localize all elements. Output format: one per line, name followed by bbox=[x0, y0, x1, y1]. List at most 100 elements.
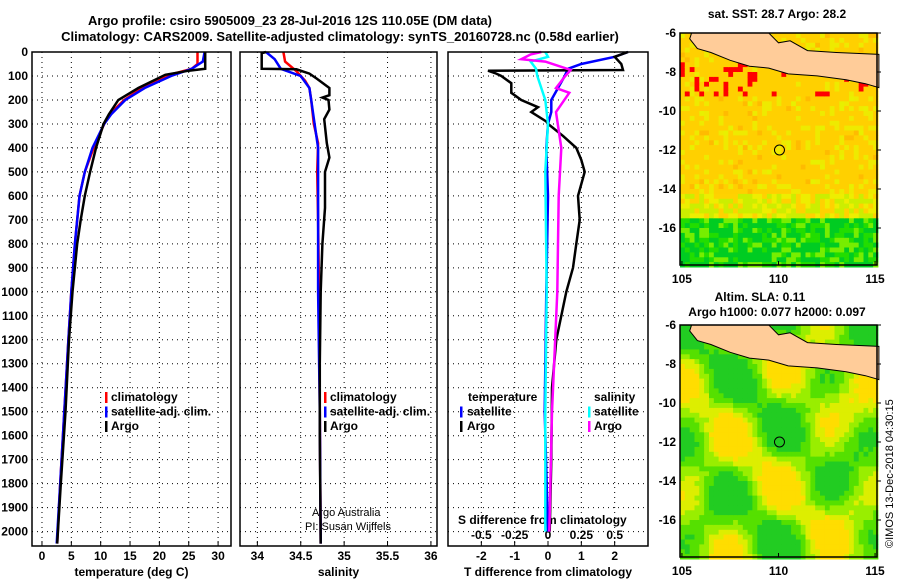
map-cell bbox=[805, 534, 811, 540]
map-cell bbox=[873, 544, 879, 550]
map-cell bbox=[824, 81, 831, 88]
map-cell bbox=[800, 437, 806, 443]
map-cell bbox=[795, 223, 802, 229]
map-cell bbox=[718, 101, 724, 107]
map-cell bbox=[762, 417, 768, 423]
map-cell bbox=[680, 96, 686, 102]
map-cell bbox=[762, 451, 768, 458]
map-cell bbox=[709, 57, 715, 63]
map-cell bbox=[709, 101, 715, 107]
map-cell bbox=[684, 398, 691, 404]
map-cell bbox=[728, 442, 734, 448]
map-cell bbox=[762, 393, 768, 399]
map-cell bbox=[713, 471, 720, 477]
map-cell bbox=[762, 485, 768, 492]
series-line-satellite-adj-clim- bbox=[265, 51, 322, 544]
map-cell bbox=[839, 432, 845, 438]
x-tick-label: 0 bbox=[39, 549, 46, 563]
map-cell bbox=[680, 33, 686, 39]
map-cell bbox=[849, 520, 855, 526]
map-cell bbox=[728, 510, 734, 516]
map-cell bbox=[694, 101, 700, 107]
map-cell bbox=[791, 515, 797, 521]
map-cell bbox=[873, 106, 879, 112]
map-cell bbox=[684, 388, 691, 394]
map-cell bbox=[868, 257, 874, 263]
map-cell bbox=[771, 427, 777, 433]
map-cell bbox=[728, 500, 734, 506]
map-cell bbox=[839, 534, 845, 540]
map-cell bbox=[834, 481, 840, 487]
map-cell bbox=[771, 154, 777, 161]
map-cell bbox=[704, 76, 710, 83]
map-cell bbox=[728, 388, 734, 394]
map-cell bbox=[839, 485, 845, 492]
map-cell bbox=[829, 485, 835, 492]
map-cell bbox=[737, 164, 744, 170]
map-cell bbox=[844, 189, 850, 195]
map-cell bbox=[709, 412, 715, 419]
map-cell bbox=[786, 510, 792, 516]
map-cell bbox=[776, 524, 782, 531]
map-cell bbox=[694, 520, 700, 526]
map-cell bbox=[718, 383, 724, 389]
map-cell bbox=[868, 437, 874, 443]
map-cell bbox=[791, 33, 797, 39]
map-cell bbox=[800, 130, 806, 136]
map-cell bbox=[820, 500, 826, 506]
map-cell bbox=[771, 461, 777, 467]
map-cell bbox=[684, 135, 691, 141]
map-cell bbox=[699, 67, 705, 73]
map-cell bbox=[747, 81, 753, 88]
map-cell bbox=[858, 393, 864, 399]
map-cell bbox=[795, 96, 802, 102]
map-cell bbox=[786, 529, 792, 536]
map-cell bbox=[858, 398, 864, 404]
map-cell bbox=[762, 81, 768, 88]
map-cell bbox=[820, 471, 826, 477]
map-cell bbox=[762, 106, 768, 112]
map-cell bbox=[680, 150, 686, 156]
map-cell bbox=[713, 218, 720, 224]
legend-label: Argo bbox=[467, 419, 495, 433]
map-cell bbox=[776, 393, 782, 399]
map-cell bbox=[752, 125, 758, 131]
map-cell bbox=[834, 500, 840, 506]
map-cell bbox=[689, 257, 695, 263]
map-cell bbox=[766, 208, 773, 214]
map-cell bbox=[684, 198, 691, 205]
map-cell bbox=[815, 257, 821, 263]
map-cell bbox=[709, 72, 715, 78]
map-cell bbox=[742, 461, 749, 467]
map-cell bbox=[791, 432, 797, 438]
map-cell bbox=[795, 193, 802, 200]
map-cell bbox=[699, 169, 705, 175]
map-cell bbox=[824, 42, 831, 49]
map-cell bbox=[733, 125, 739, 131]
map-cell bbox=[834, 208, 840, 214]
map-cell bbox=[776, 378, 782, 384]
map-cell bbox=[680, 383, 686, 389]
map-cell bbox=[810, 437, 816, 443]
map-cell bbox=[728, 446, 734, 453]
map-cell bbox=[781, 481, 787, 487]
map-cell bbox=[733, 150, 739, 156]
map-cell bbox=[766, 198, 773, 205]
y-tick-label: 1300 bbox=[1, 357, 28, 371]
map-cell bbox=[762, 524, 768, 531]
map-cell bbox=[834, 471, 840, 477]
map-cell bbox=[868, 135, 874, 141]
x2-tick-label: -0.25 bbox=[501, 528, 529, 542]
map-cell bbox=[762, 368, 768, 375]
map-cell bbox=[791, 247, 797, 253]
map-cell bbox=[747, 432, 753, 438]
map-cell bbox=[849, 130, 855, 136]
map-cell bbox=[800, 96, 806, 102]
map-cell bbox=[709, 218, 715, 224]
map-cell bbox=[723, 67, 729, 73]
map-cell bbox=[733, 184, 739, 190]
map-cell bbox=[694, 354, 700, 360]
map-cell bbox=[713, 398, 720, 404]
map-cell bbox=[757, 130, 763, 136]
map-cell bbox=[820, 544, 826, 550]
